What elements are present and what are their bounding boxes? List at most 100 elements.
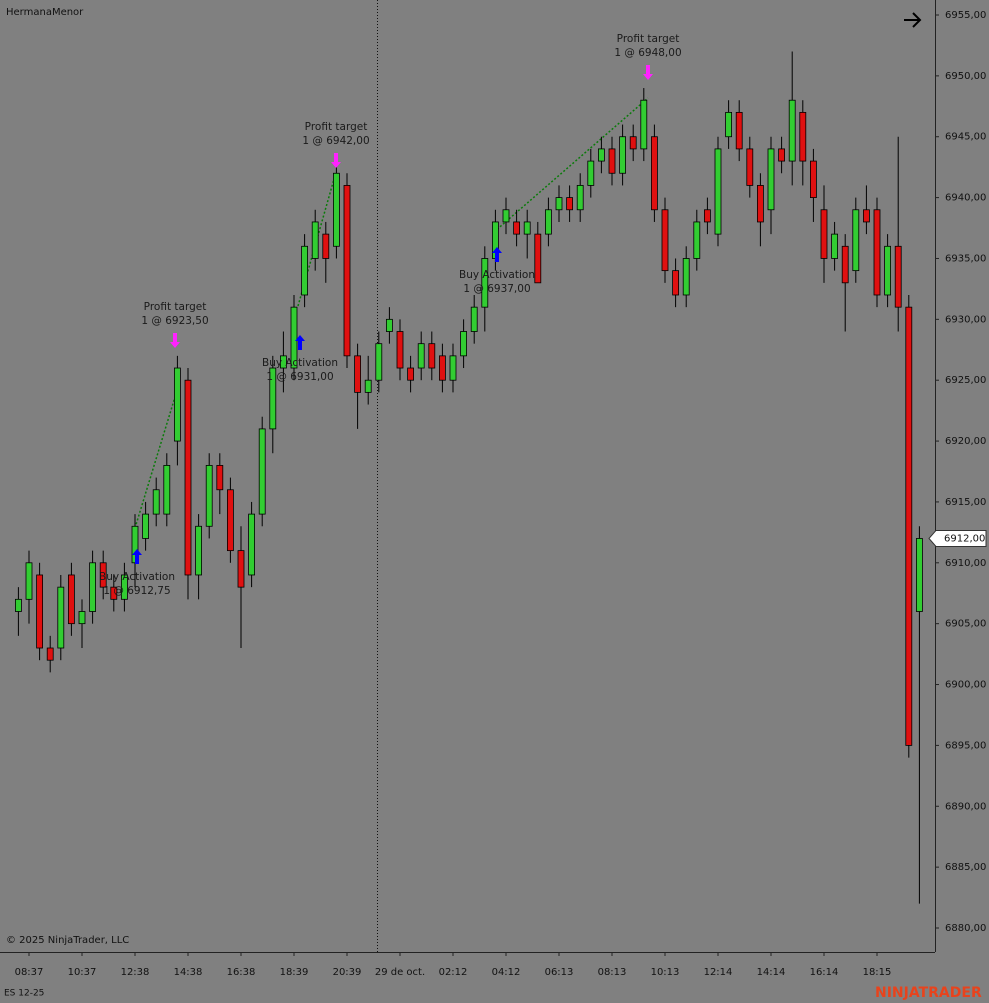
candle-body (258, 428, 266, 515)
candle-body (534, 233, 542, 284)
chart-title: HermanaMenor (6, 7, 84, 18)
candle-body (322, 233, 330, 259)
candle-body (407, 367, 415, 381)
candle-body (14, 598, 22, 612)
candle-body (226, 489, 234, 552)
y-tick-label: 6955,00 (945, 10, 986, 21)
annotation-detail: 1 @ 6948,00 (614, 47, 681, 59)
candle-body (428, 343, 436, 369)
y-tick-label: 6890,00 (945, 801, 986, 812)
last-price-label: 6912,00 (944, 533, 985, 544)
y-tick-label: 6940,00 (945, 193, 986, 204)
target-arrow (170, 333, 180, 348)
candle-body (884, 245, 891, 296)
annotation-label: Buy Activation (99, 571, 175, 583)
brand-logo: NINJATRADER (875, 985, 982, 1001)
x-tick-label: 12:38 (121, 967, 150, 978)
candle-body (269, 367, 277, 430)
candle-body (619, 136, 626, 174)
candle-body (173, 367, 181, 442)
y-tick-label: 6945,00 (945, 132, 986, 143)
candle-body (757, 185, 764, 223)
candle-body (89, 562, 96, 612)
candle-body (640, 99, 648, 150)
annotation-label: Profit target (144, 301, 207, 313)
candle-body (332, 172, 340, 247)
y-tick-label: 6895,00 (945, 740, 986, 751)
buy-arrow (132, 549, 142, 564)
x-tick-label: 12:14 (704, 967, 733, 978)
candle-body (99, 562, 107, 588)
candle-body (502, 209, 510, 223)
candle-body (301, 245, 309, 296)
candle-body (438, 355, 446, 381)
candle-body (142, 513, 150, 539)
candle-body (714, 148, 722, 235)
x-tick-label: 10:37 (68, 967, 97, 978)
x-tick-label: 08:13 (598, 967, 627, 978)
x-tick-label: 14:38 (174, 967, 203, 978)
target-arrow (643, 65, 653, 80)
candle-body (608, 148, 616, 174)
last-price-box (928, 529, 987, 547)
y-tick-label: 6935,00 (945, 253, 986, 264)
x-tick-label: 16:38 (227, 967, 256, 978)
candle-body (311, 221, 319, 259)
annotation-detail: 1 @ 6923,50 (141, 315, 208, 327)
candle-body (460, 331, 468, 357)
candle-body (470, 306, 478, 332)
candle-body (545, 209, 552, 235)
candle-body (36, 574, 43, 649)
candle-body (78, 611, 86, 625)
candle-body (704, 209, 711, 223)
buy-arrow (492, 247, 502, 262)
annotation-detail: 1 @ 6937,00 (463, 283, 530, 295)
candle-body (651, 136, 658, 211)
candle-body (364, 379, 372, 393)
y-tick-label: 6900,00 (945, 680, 986, 691)
candle-body (598, 148, 605, 162)
candle-body (152, 489, 160, 515)
candle-body (481, 258, 489, 308)
candle-body (672, 270, 679, 296)
candle-body (852, 209, 860, 272)
candle-body (46, 647, 54, 661)
candle-body (555, 197, 563, 211)
candle-body (110, 586, 118, 600)
candle-body (682, 258, 690, 296)
candle-body (746, 148, 754, 186)
target-arrow (331, 153, 341, 168)
candle-body (290, 306, 298, 369)
candle-body (523, 221, 531, 235)
candle-body (237, 550, 245, 588)
candle-body (449, 355, 457, 381)
y-tick-label: 6905,00 (945, 619, 986, 630)
scroll-arrow[interactable] (904, 12, 922, 28)
buy-arrow (295, 335, 305, 350)
candle-body (343, 185, 351, 357)
trade-line (134, 396, 176, 529)
candle-body (57, 586, 65, 649)
y-tick-label: 6885,00 (945, 862, 986, 873)
annotation-label: Buy Activation (459, 269, 535, 281)
x-tick-label: 29 de oct. (375, 967, 425, 978)
candle-body (725, 111, 732, 138)
x-tick-label: 10:13 (651, 967, 680, 978)
annotation-label: Buy Activation (262, 357, 338, 369)
candle-body (820, 209, 828, 259)
candle-body (587, 160, 595, 186)
candle-body (863, 209, 870, 223)
x-tick-label: 18:15 (863, 967, 892, 978)
candle-body (629, 136, 637, 150)
annotation-detail: 1 @ 6931,00 (266, 371, 333, 383)
candle-body (873, 209, 881, 296)
candle-body (831, 233, 838, 259)
candle-body (735, 111, 743, 150)
x-tick-label: 06:13 (545, 967, 574, 978)
candle-body (810, 160, 817, 199)
candle-body (767, 148, 775, 211)
x-tick-label: 08:37 (15, 967, 44, 978)
